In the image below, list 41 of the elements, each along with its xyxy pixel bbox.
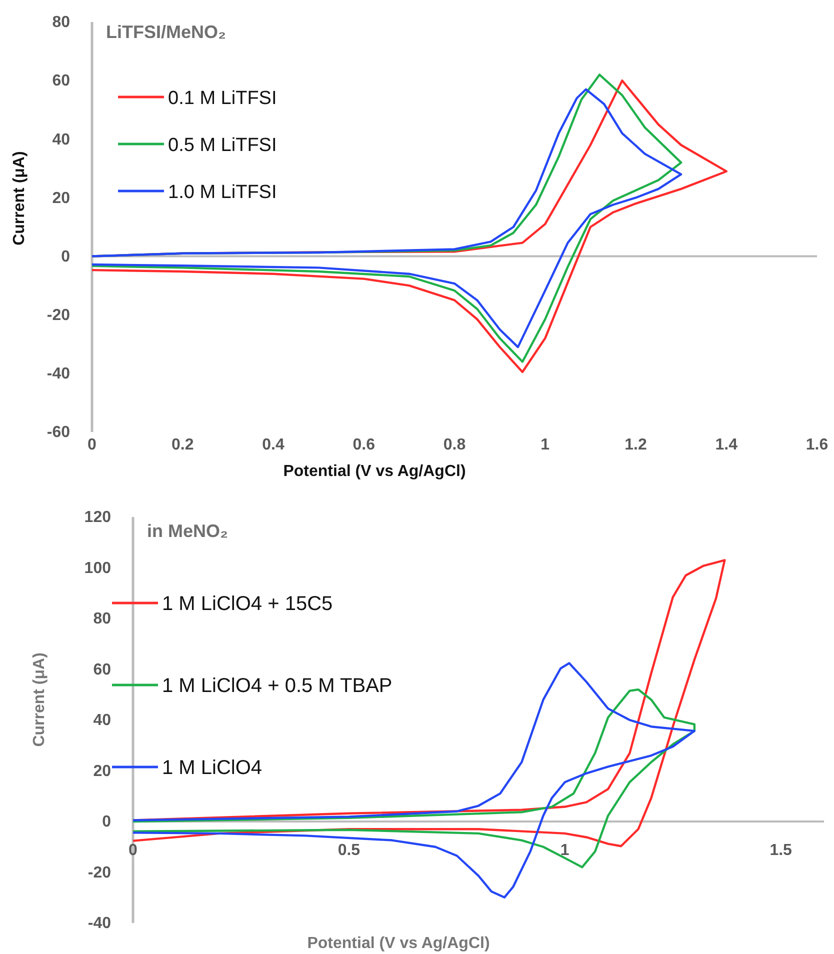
y-tick-label: 60 bbox=[93, 661, 112, 678]
legend-label: 1 M LiClO4 + 0.5 M TBAP bbox=[162, 675, 392, 697]
y-tick-label: 100 bbox=[84, 560, 112, 577]
y-tick-label: 40 bbox=[52, 131, 70, 148]
x-tick-label: 1 bbox=[540, 436, 550, 454]
x-axis-title: Potential (V vs Ag/AgCl) bbox=[307, 935, 490, 952]
y-tick-label: 80 bbox=[52, 14, 70, 32]
y-tick-label: 80 bbox=[93, 610, 112, 628]
y-tick-label: 20 bbox=[52, 190, 70, 207]
chart-title: in MeNO₂ bbox=[147, 521, 228, 541]
y-tick-label: 40 bbox=[93, 712, 112, 730]
y-tick-label: 0 bbox=[102, 814, 112, 831]
y-tick-label: 0 bbox=[61, 248, 70, 266]
x-tick-label: 1.4 bbox=[715, 436, 738, 454]
y-tick-label: 60 bbox=[52, 72, 70, 90]
x-tick-label: 0 bbox=[128, 842, 138, 859]
y-tick-label: -40 bbox=[88, 915, 112, 932]
y-tick-label: -20 bbox=[88, 864, 112, 882]
x-tick-label: 0.4 bbox=[262, 436, 284, 454]
x-tick-label: 0.6 bbox=[352, 436, 376, 454]
legend-label: 1 M LiClO4 bbox=[162, 757, 262, 779]
y-axis-title: Current (μA) bbox=[11, 151, 28, 246]
x-axis-title: Potential (V vs Ag/AgCl) bbox=[283, 463, 466, 480]
y-tick-label: -60 bbox=[46, 424, 70, 442]
chart-title: LiTFSI/MeNO₂ bbox=[106, 22, 226, 42]
legend-label: 0.5 M LiTFSI bbox=[168, 135, 277, 156]
x-tick-label: 0.2 bbox=[172, 436, 194, 454]
y-tick-label: 120 bbox=[84, 509, 112, 526]
legend-label: 1.0 M LiTFSI bbox=[168, 182, 277, 203]
y-axis-title: Current (μA) bbox=[31, 652, 48, 747]
legend-label: 1 M LiClO4 + 15C5 bbox=[162, 593, 333, 615]
x-tick-label: 1.2 bbox=[624, 436, 647, 454]
y-tick-label: 20 bbox=[93, 762, 112, 780]
x-tick-label: 1.6 bbox=[806, 436, 828, 454]
x-tick-label: 0.8 bbox=[443, 436, 466, 454]
y-tick-label: -40 bbox=[46, 366, 70, 383]
x-tick-label: 1.5 bbox=[770, 842, 792, 859]
legend-label: 0.1 M LiTFSI bbox=[168, 88, 277, 109]
x-tick-label: 0.5 bbox=[338, 842, 360, 859]
y-tick-label: -20 bbox=[46, 306, 70, 324]
x-tick-label: 1 bbox=[560, 842, 570, 859]
